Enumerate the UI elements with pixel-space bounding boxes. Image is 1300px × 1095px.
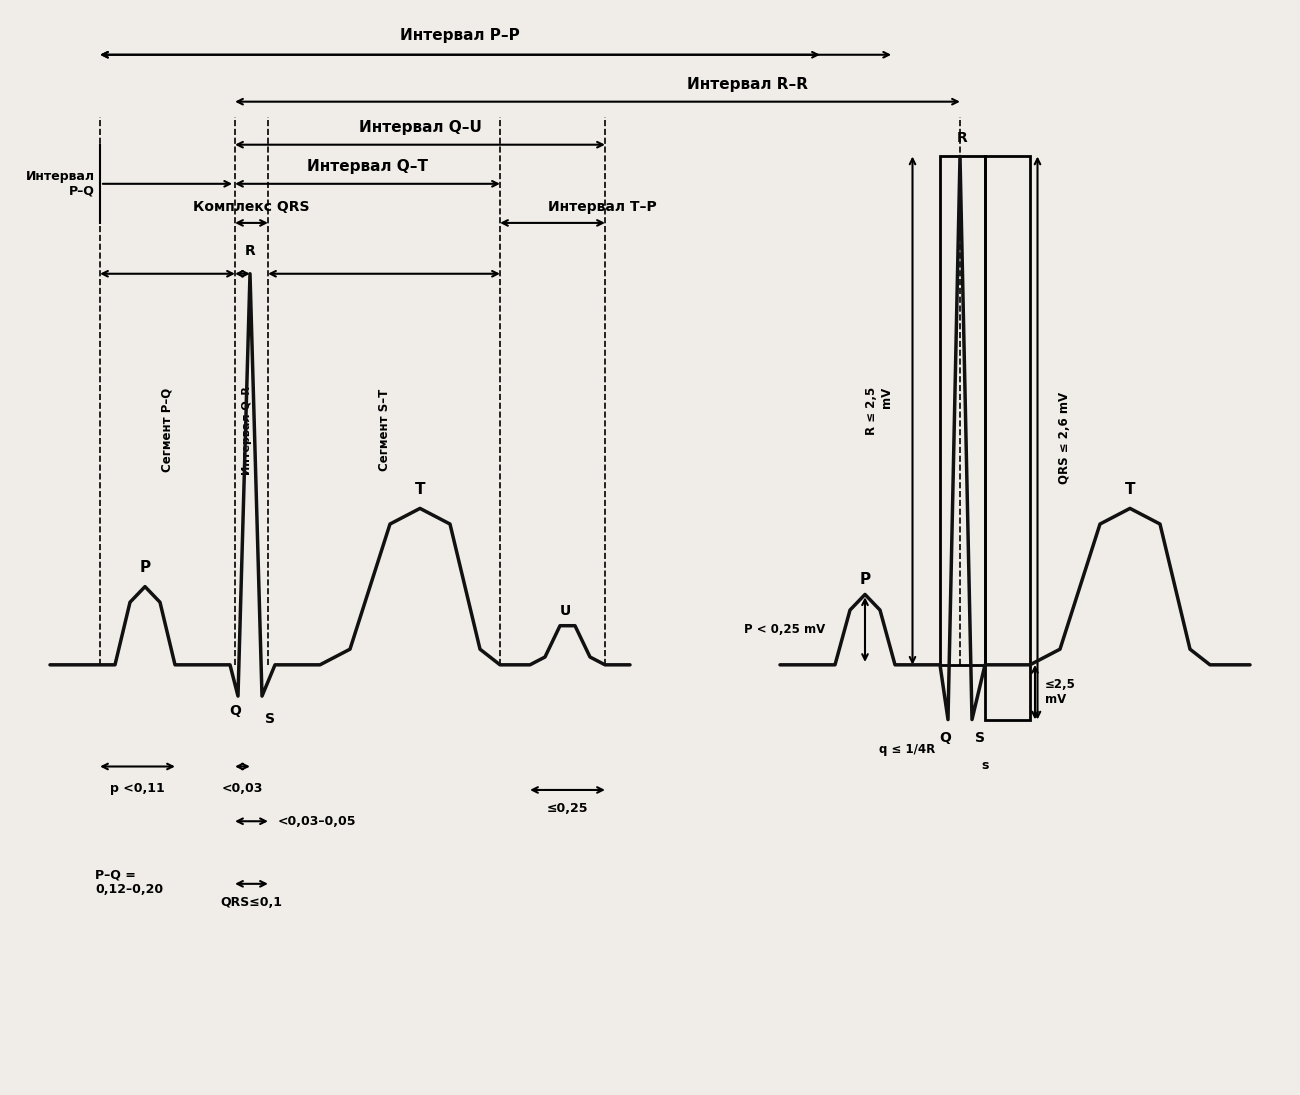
Bar: [940, 157, 985, 665]
Text: Q: Q: [939, 731, 950, 746]
Text: S: S: [975, 731, 985, 746]
Text: Интервал Q–U: Интервал Q–U: [359, 120, 481, 136]
Text: Интервал T–P: Интервал T–P: [549, 199, 656, 214]
Text: P–Q =
0,12–0,20: P–Q = 0,12–0,20: [95, 868, 162, 896]
Text: <0,03: <0,03: [222, 782, 263, 795]
Text: Интервал R–R: Интервал R–R: [686, 78, 809, 92]
Text: Комплекс QRS: Комплекс QRS: [194, 199, 309, 214]
Text: R: R: [244, 244, 255, 258]
Text: ≤0,25: ≤0,25: [547, 802, 588, 815]
Text: Q: Q: [229, 704, 240, 718]
Text: Сегмент P–Q: Сегмент P–Q: [161, 388, 174, 472]
Text: Интервал Q–T: Интервал Q–T: [307, 160, 428, 174]
Text: Интервал
P–Q: Интервал P–Q: [26, 170, 95, 198]
Text: Интервал Q–R: Интервал Q–R: [243, 385, 252, 474]
Text: R: R: [957, 130, 967, 145]
Text: Сегмент S–T: Сегмент S–T: [377, 389, 390, 471]
Text: P: P: [859, 572, 871, 587]
Text: s: s: [982, 759, 989, 772]
Text: p <0,11: p <0,11: [111, 782, 165, 795]
Text: ≤2,5
mV: ≤2,5 mV: [1045, 678, 1076, 706]
Text: QRS ≤ 2,6 mV: QRS ≤ 2,6 mV: [1057, 392, 1070, 484]
Text: Интервал P–P: Интервал P–P: [400, 28, 520, 43]
Text: S: S: [265, 712, 276, 726]
Text: U: U: [559, 604, 571, 618]
Text: q ≤ 1/4R: q ≤ 1/4R: [879, 744, 935, 756]
Text: <0,03–0,05: <0,03–0,05: [278, 815, 356, 828]
Text: P < 0,25 mV: P < 0,25 mV: [744, 623, 826, 636]
Text: T: T: [415, 482, 425, 497]
Text: QRS≤0,1: QRS≤0,1: [221, 896, 282, 909]
Text: T: T: [1124, 482, 1135, 497]
Text: R ≤ 2,5
mV: R ≤ 2,5 mV: [864, 387, 893, 435]
Text: P: P: [139, 560, 151, 575]
Bar: [985, 157, 1030, 719]
